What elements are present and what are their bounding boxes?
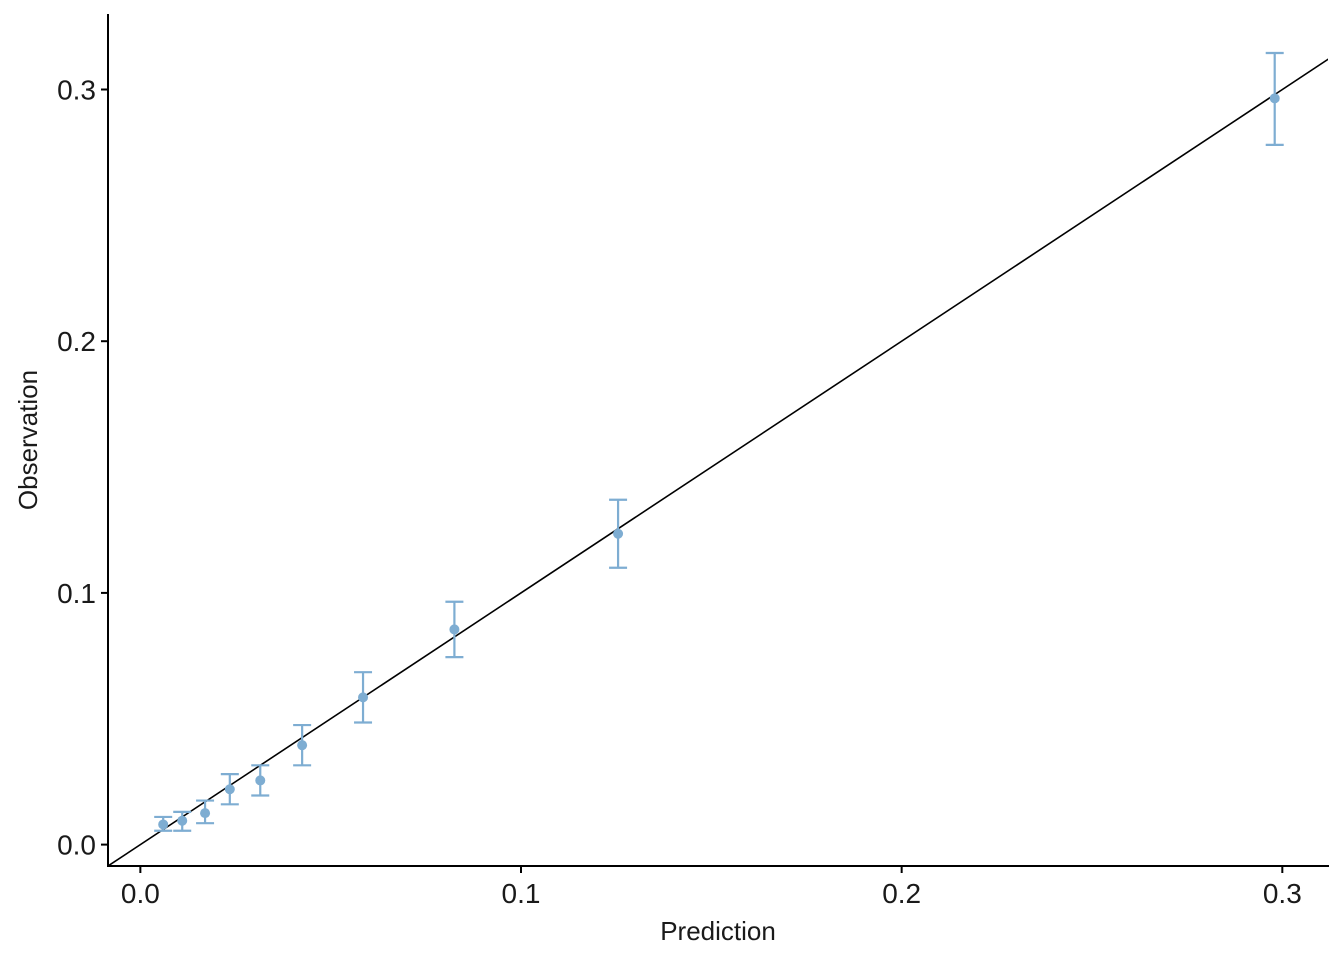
error-bars-layer	[154, 51, 1284, 832]
data-point	[158, 819, 169, 830]
x-tick-label: 0.1	[502, 878, 541, 909]
data-point	[297, 740, 308, 751]
data-point	[449, 624, 460, 635]
points-layer	[158, 93, 1280, 830]
data-point	[255, 775, 266, 786]
data-point	[200, 808, 211, 819]
x-tick-label: 0.2	[882, 878, 921, 909]
y-tick-label: 0.2	[57, 326, 96, 357]
x-axis-title: Prediction	[660, 916, 776, 946]
data-point	[1269, 93, 1280, 104]
y-axis-title: Observation	[13, 370, 43, 510]
x-ticks: 0.0 0.1 0.2 0.3	[121, 866, 1302, 909]
data-point	[358, 692, 369, 703]
y-tick-label: 0.1	[57, 578, 96, 609]
identity-reference-line	[108, 58, 1328, 866]
x-tick-label: 0.0	[121, 878, 160, 909]
data-point	[224, 784, 235, 795]
axes	[107, 14, 1329, 867]
y-tick-label: 0.3	[57, 75, 96, 106]
y-tick-label: 0.0	[57, 830, 96, 861]
data-point	[177, 815, 188, 826]
data-point	[613, 528, 624, 539]
reference-line-layer	[108, 58, 1328, 866]
y-ticks: 0.0 0.1 0.2 0.3	[57, 75, 108, 861]
x-tick-label: 0.3	[1263, 878, 1302, 909]
